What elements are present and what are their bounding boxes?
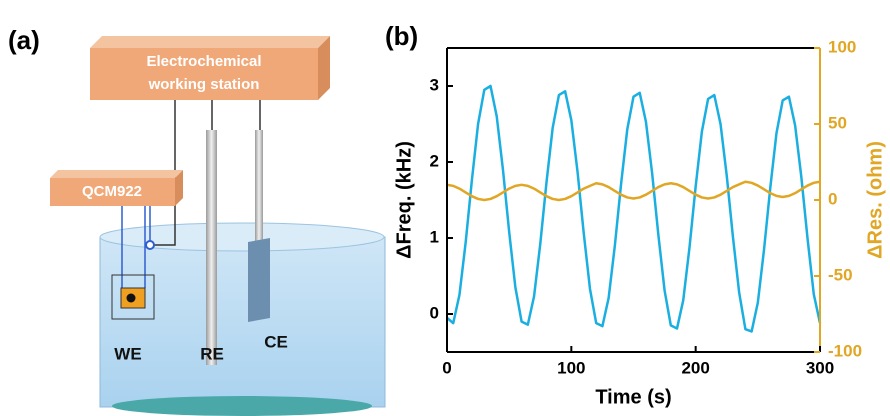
y2-tick-label: -100	[828, 341, 862, 360]
y-axis-label: ΔFreq. (kHz)	[393, 141, 415, 259]
chart: 0 100 200 300 0 1 2 3 -100 -50 0 50 100 Time (s) ΔFreq…	[393, 37, 886, 408]
x-tick-label: 0	[442, 358, 451, 377]
x-axis-label: Time (s)	[595, 386, 671, 408]
qcm-box: QCM922	[50, 170, 183, 206]
station-box: Electrochemical working station	[90, 36, 330, 100]
y-tick-label: 3	[430, 75, 439, 94]
beaker-bottom	[112, 396, 372, 416]
we-wires	[121, 206, 151, 288]
y2-tick-label: 50	[828, 113, 847, 132]
ce-rod	[255, 130, 263, 242]
station-label: Electrochemical	[146, 53, 261, 70]
y2-tick-label: 100	[828, 37, 856, 56]
we-electrode	[126, 293, 136, 303]
beaker-body	[99, 236, 386, 408]
beaker-top	[99, 222, 385, 252]
connector	[145, 240, 155, 250]
y2-axis-label: ΔRes. (ohm)	[864, 141, 886, 259]
re-electrode	[206, 130, 217, 365]
data-line	[446, 180, 821, 202]
beaker	[99, 222, 386, 416]
we-label: WE	[114, 344, 141, 363]
ce-label: CE	[264, 332, 288, 351]
x-tick-label: 300	[806, 358, 834, 377]
x-tick-label: 200	[681, 358, 709, 377]
ce-plate	[248, 238, 270, 322]
y-tick-label: 0	[430, 303, 439, 322]
data-line	[446, 84, 822, 333]
y-tick-label: 2	[430, 151, 439, 170]
wires	[150, 100, 261, 246]
y2-tick-label: 0	[828, 189, 837, 208]
panel-label: (a)	[8, 25, 40, 55]
we-frame	[111, 274, 155, 320]
y2-tick-label: -50	[828, 265, 853, 284]
station-label: working station	[148, 76, 260, 93]
x-tick-label: 100	[557, 358, 585, 377]
y-tick-label: 1	[430, 227, 439, 246]
panel-label: (b)	[385, 21, 418, 51]
qcm-label: QCM922	[82, 183, 142, 200]
re-label: RE	[200, 344, 224, 363]
